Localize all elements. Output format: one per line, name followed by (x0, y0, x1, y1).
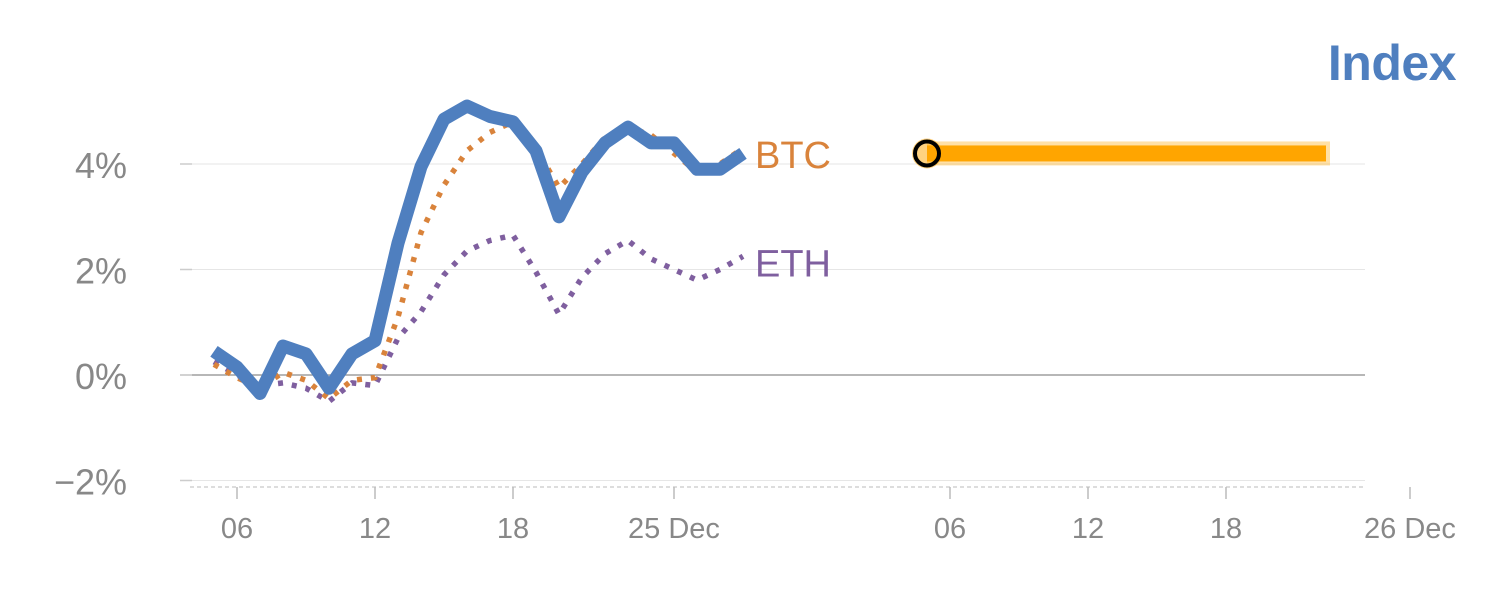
x-tick-label: 26 Dec (1364, 513, 1456, 545)
x-tick-label: 06 (221, 513, 253, 545)
x-tick-label: 06 (934, 513, 966, 545)
x-tick-label: 25 Dec (628, 513, 720, 545)
x-tick-label: 12 (359, 513, 391, 545)
chart-title: Index (1327, 35, 1457, 91)
series-label-eth: ETH (755, 243, 831, 285)
series-btc-line (212, 119, 745, 402)
x-tick-label: 18 (1210, 513, 1242, 545)
series-label-btc: BTC (755, 135, 831, 177)
x-tick-label: 12 (1072, 513, 1104, 545)
series-eth-line (212, 232, 745, 405)
y-tick-label: 4% (75, 145, 127, 186)
y-tick-label: −2% (54, 462, 127, 503)
highlight-band (927, 145, 1326, 162)
highlight-marker (913, 139, 941, 168)
series-index-line (210, 99, 747, 400)
y-tick-label: 0% (75, 356, 127, 397)
y-tick-label: 2% (75, 251, 127, 292)
x-tick-label: 18 (497, 513, 529, 545)
